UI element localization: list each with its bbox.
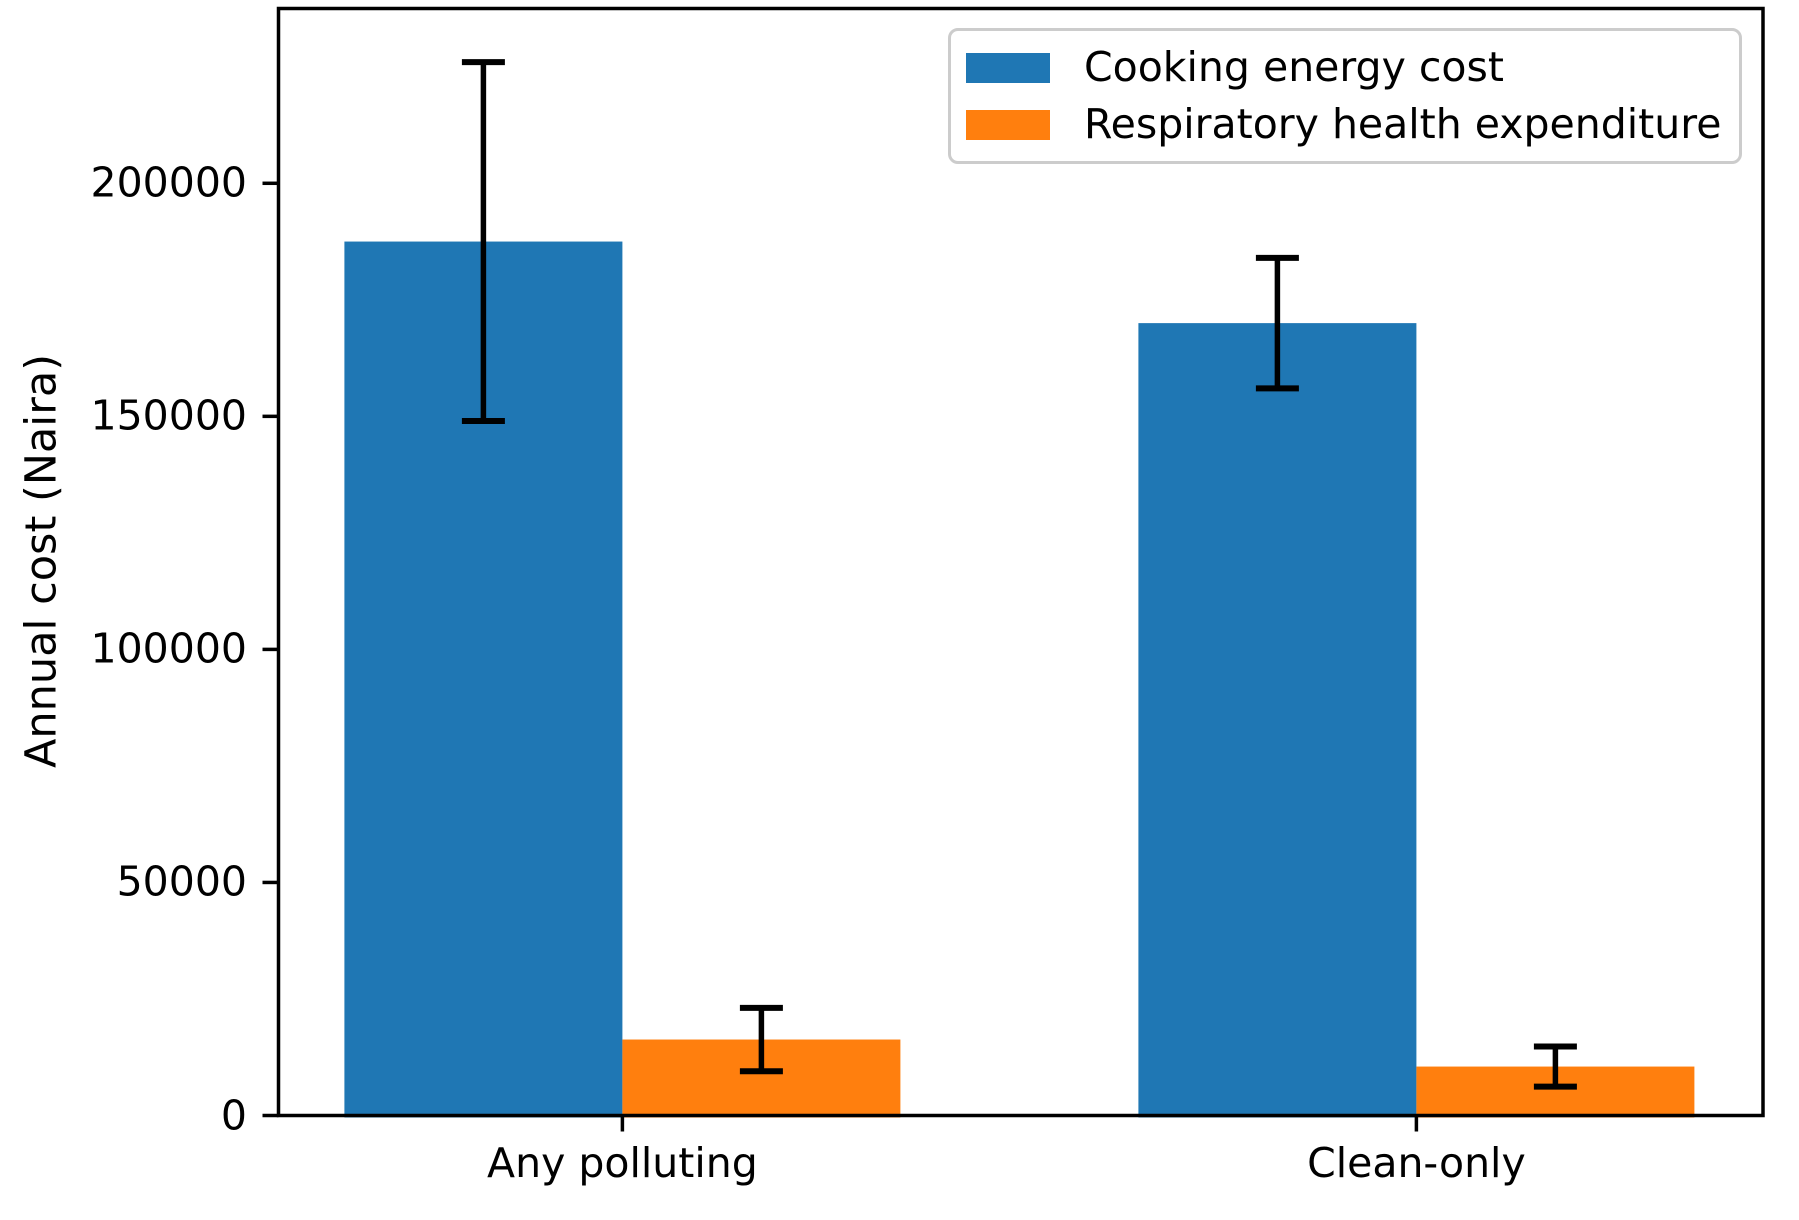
y-tick-label-0: 0 <box>220 1091 247 1139</box>
legend-swatch-cooking-energy-cost <box>966 52 1050 83</box>
y-tick-label-2: 100000 <box>90 624 247 673</box>
legend-label-respiratory-health-expenditure: Respiratory health expenditure <box>1084 100 1722 148</box>
legend-label-cooking-energy-cost: Cooking energy cost <box>1084 43 1504 91</box>
x-tick-label-clean-only: Clean-only <box>1307 1139 1526 1187</box>
y-tick-label-4: 200000 <box>90 158 247 207</box>
y-tick-label-1: 50000 <box>116 857 247 906</box>
y-axis-label: Annual cost (Naira) <box>16 353 67 769</box>
x-tick-label-any-polluting: Any polluting <box>487 1139 758 1187</box>
legend: Cooking energy cost Respiratory health e… <box>948 28 1742 164</box>
y-tick-label-3: 150000 <box>90 391 247 440</box>
legend-item-respiratory-health-expenditure: Respiratory health expenditure <box>966 104 1739 145</box>
axes-frame <box>276 6 1765 1118</box>
bar-cooking-energy-cost-1 <box>1138 323 1417 1118</box>
legend-item-cooking-energy-cost: Cooking energy cost <box>966 47 1739 88</box>
legend-swatch-respiratory-health-expenditure <box>966 109 1050 140</box>
